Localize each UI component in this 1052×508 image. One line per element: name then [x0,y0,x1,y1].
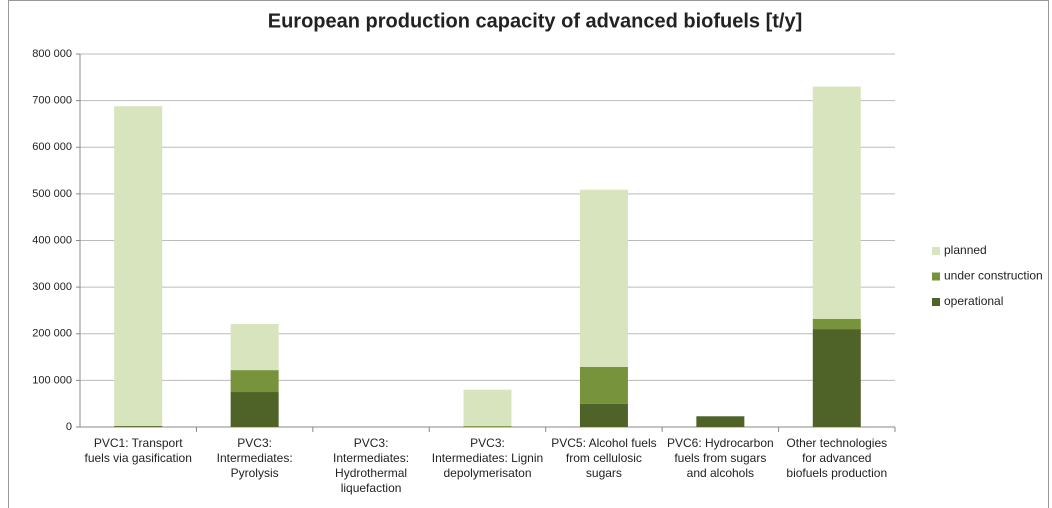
x-tick-label: PVC5: Alcohol fuels from cellulosic suga… [551,436,657,480]
frame [8,0,1049,508]
bar-segment [696,416,745,427]
legend-label: operational [944,294,1003,308]
x-tick-label: PVC3: Intermediates: Lignin depolymerisa… [431,436,544,480]
legend-swatch [932,247,940,255]
bar-segment [463,389,512,427]
bar-segment [812,329,861,427]
x-tick-label: PVC6: Hydrocarbon fuels from sugars and … [666,436,774,480]
bar-segment [114,426,163,427]
bar-segment [579,403,628,427]
legend-label: planned [944,243,987,257]
x-tick-label: PVC3: Intermediates: Hydrothermal liquef… [333,436,410,495]
bar-segment [230,370,279,393]
bar-segment [579,189,628,367]
bar-segment [812,318,861,330]
y-tick-label: 400 000 [32,234,72,246]
bar-segment [230,392,279,427]
legend-swatch [932,298,940,306]
x-tick-label: Other technologies for advanced biofuels… [786,436,888,480]
bar-segment [114,106,163,427]
bar-segment [812,86,861,319]
y-tick-label: 200 000 [32,328,72,340]
chart-title: European production capacity of advanced… [268,10,803,32]
bar-segment [579,366,628,404]
y-tick-label: 0 [66,421,72,433]
legend-swatch [932,272,940,281]
x-tick-label: PVC1: Transport fuels via gasification [84,436,192,465]
bar-segment [463,426,512,427]
legend-label: under construction [944,269,1043,283]
y-tick-label: 600 000 [32,141,72,153]
y-tick-label: 100 000 [32,374,72,386]
bar-segment [230,323,279,371]
y-tick-label: 800 000 [32,48,72,60]
y-tick-label: 300 000 [32,281,72,293]
y-tick-label: 500 000 [32,188,72,200]
x-tick-label: PVC3: Intermediates: Pyrolysis [216,436,293,480]
y-tick-label: 700 000 [32,95,72,107]
